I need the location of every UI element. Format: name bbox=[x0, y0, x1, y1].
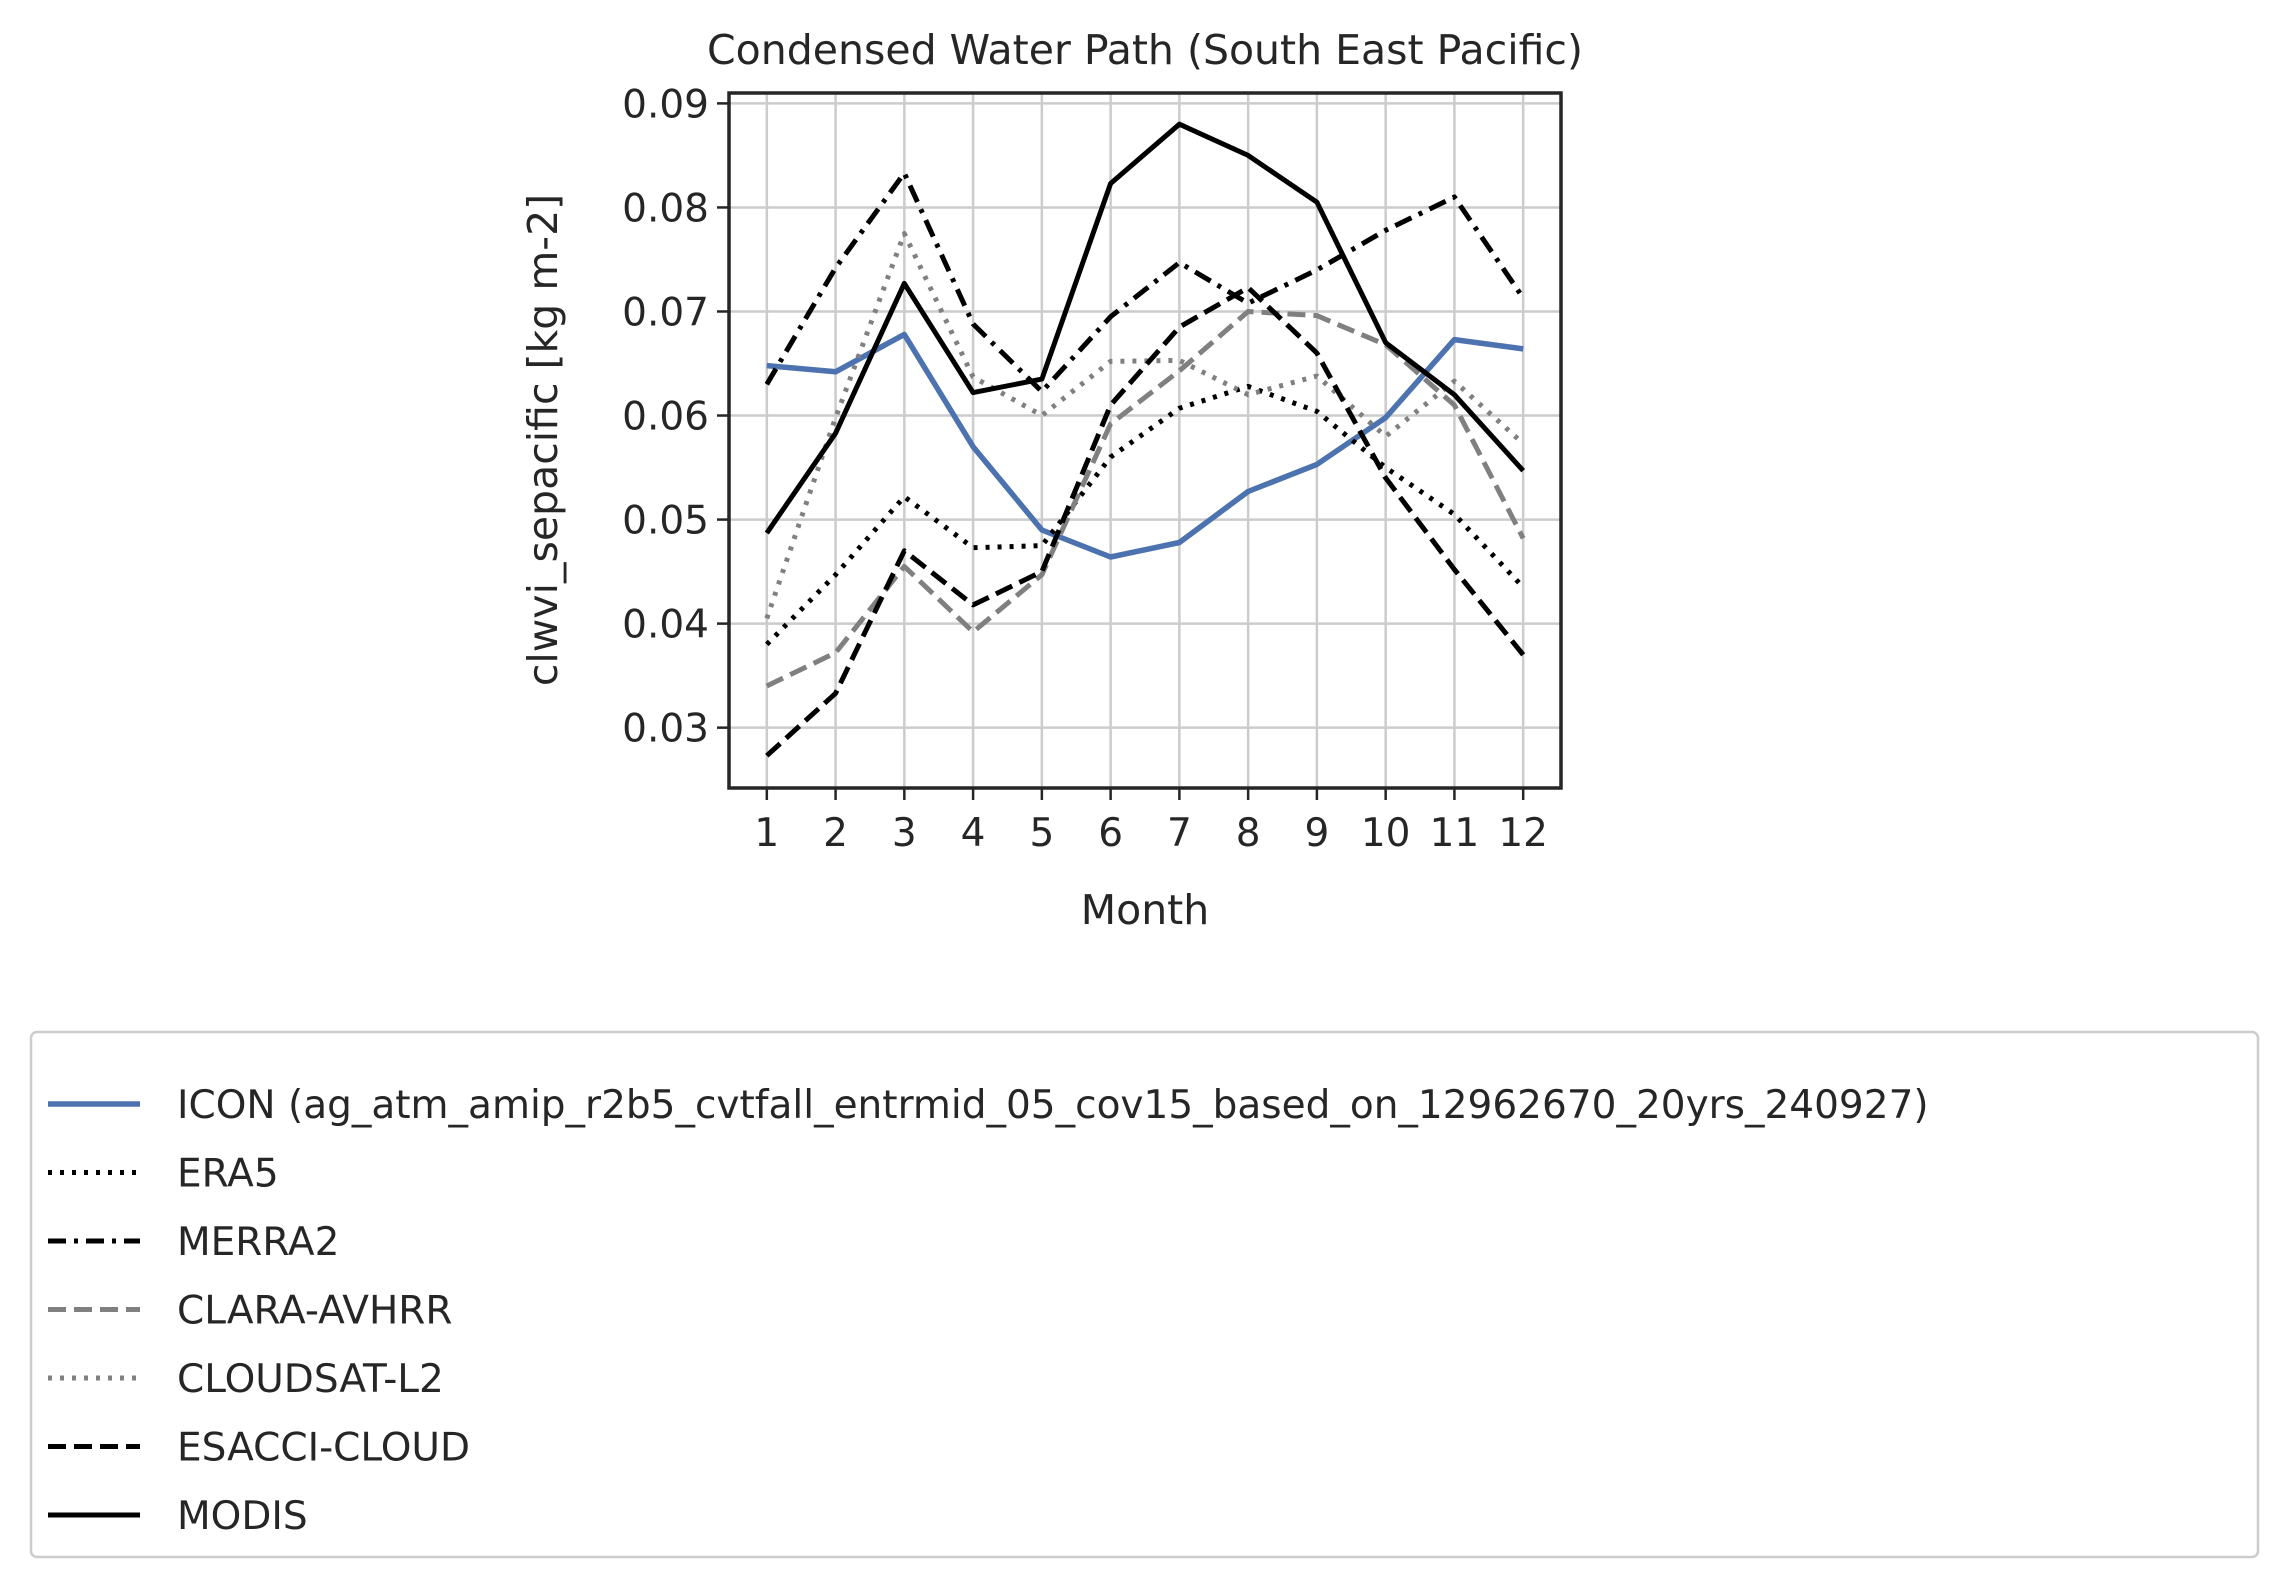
x-tick-label: 8 bbox=[1236, 811, 1261, 856]
x-tick-label: 4 bbox=[961, 811, 986, 856]
y-tick-label: 0.08 bbox=[622, 186, 709, 231]
x-tick-label: 9 bbox=[1304, 811, 1329, 856]
x-tick-label: 5 bbox=[1029, 811, 1054, 856]
series-line-3 bbox=[764, 170, 1526, 395]
y-tick-label: 0.05 bbox=[622, 499, 709, 544]
axis-ticks: 1 2 3 4 5 6 7 8 9 10 11 120.030.040.050.060.070.080… bbox=[622, 82, 1548, 856]
x-tick-label: 10 bbox=[1361, 811, 1411, 856]
legend-label: MODIS bbox=[177, 1494, 308, 1539]
y-tick-label: 0.06 bbox=[622, 395, 709, 440]
series-line-7 bbox=[764, 121, 1526, 535]
y-tick-label: 0.09 bbox=[622, 82, 709, 127]
x-tick-label: 1 bbox=[754, 811, 779, 856]
chart-title: Condensed Water Path (South East Pacific… bbox=[707, 26, 1583, 74]
y-tick-label: 0.04 bbox=[622, 603, 709, 648]
legend-label: MERRA2 bbox=[177, 1220, 339, 1265]
legend-label: CLOUDSAT-L2 bbox=[177, 1357, 444, 1402]
x-tick-label: 3 bbox=[892, 811, 917, 856]
series-line-6 bbox=[765, 285, 1526, 758]
plot-frame bbox=[727, 91, 1563, 790]
legend-label: CLARA-AVHRR bbox=[177, 1289, 452, 1334]
y-axis-label: clwvi_sepacific [kg m-2] bbox=[519, 194, 567, 686]
x-tick-label: 12 bbox=[1498, 811, 1548, 856]
legend: ICON (ag_atm_amip_r2b5_cvtfall_entrmid_0… bbox=[29, 1030, 2260, 1559]
x-tick-label: 11 bbox=[1430, 811, 1480, 856]
y-tick-label: 0.07 bbox=[622, 290, 709, 335]
series-line-1 bbox=[766, 331, 1524, 560]
y-tick-label: 0.03 bbox=[622, 707, 709, 752]
x-axis-label: Month bbox=[1081, 886, 1210, 934]
series-lines bbox=[764, 121, 1526, 758]
x-tick-label: 2 bbox=[823, 811, 848, 856]
legend-label: ICON (ag_atm_amip_r2b5_cvtfall_entrmid_0… bbox=[177, 1083, 1929, 1128]
legend-label: ESACCI-CLOUD bbox=[177, 1426, 470, 1471]
legend-box bbox=[29, 1030, 2260, 1559]
legend-label: ERA5 bbox=[177, 1152, 279, 1197]
series-line-5 bbox=[764, 231, 1525, 620]
series-line-4 bbox=[765, 309, 1526, 689]
x-tick-label: 6 bbox=[1098, 811, 1123, 856]
x-tick-label: 7 bbox=[1167, 811, 1192, 856]
grid-lines bbox=[729, 93, 1561, 788]
